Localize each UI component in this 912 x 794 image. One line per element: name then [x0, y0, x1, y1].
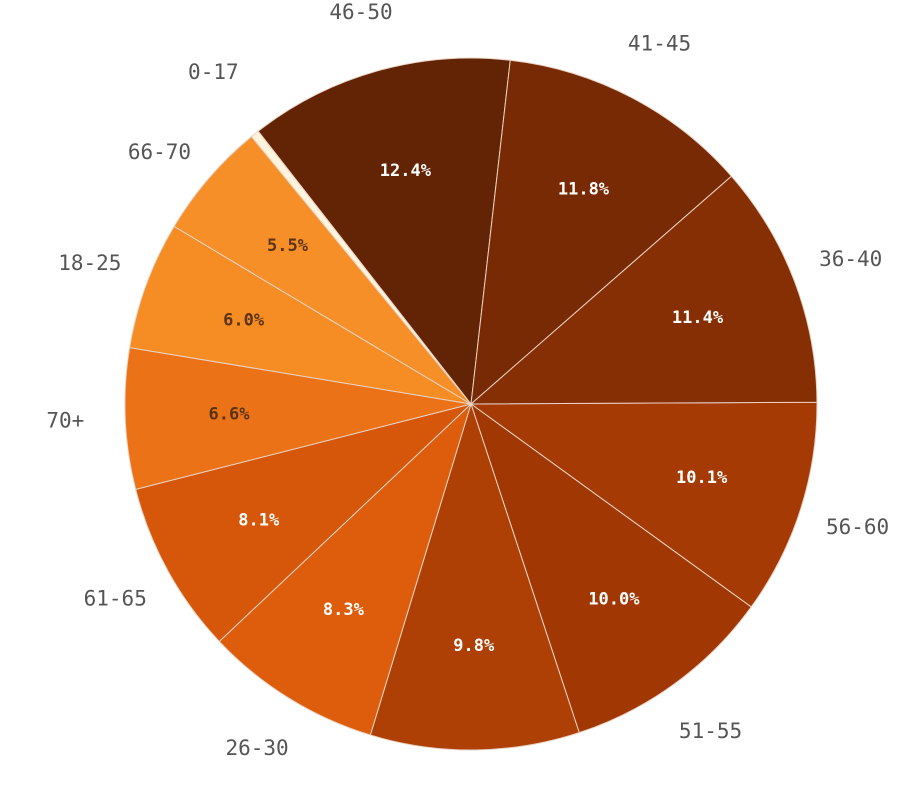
slice-percent-label: 11.4%	[672, 308, 724, 328]
slice-category-label: 66-70	[128, 140, 191, 164]
slice-category-label: 41-45	[628, 31, 691, 55]
pie-slice-51-55	[470, 402, 752, 734]
slice-percent-label: 8.1%	[238, 511, 280, 531]
slice-category-label: 61-65	[84, 587, 147, 611]
slice-percent-label: 12.4%	[380, 161, 432, 181]
slice-percent-label: 9.8%	[453, 636, 495, 656]
slice-percent-label: 10.0%	[588, 590, 640, 610]
slice-percent-label: 10.1%	[676, 468, 728, 488]
slice-percent-label: 6.0%	[223, 311, 265, 331]
pie-slice-26-30	[218, 402, 473, 736]
pie-slice-36-40	[469, 175, 818, 405]
slice-percent-label: 5.5%	[267, 236, 309, 256]
slice-category-label: 36-40	[819, 247, 882, 271]
slice-percent-label: 11.8%	[558, 179, 610, 199]
slice-percent-label: 8.3%	[323, 600, 365, 620]
percent-labels-layer: 10.1% 10.0% 9.8% 8.3% 8.1% 6.6% 6.0% 5.5% 12.4% 1…	[209, 161, 728, 656]
slice-category-label: 26-30	[225, 736, 288, 760]
pie-slice-61-65	[135, 403, 473, 643]
pie-slice-56-60	[469, 401, 818, 608]
slice-percent-label: 6.6%	[209, 404, 251, 424]
slice-category-label: 0-17	[188, 60, 239, 84]
pie-slice-18-25	[129, 225, 472, 405]
pie-slice-31-35	[369, 402, 580, 751]
pie-slice-46-50	[257, 57, 511, 406]
category-labels-layer: 56-6051-5531-3526-3061-6570+18-2566-700-…	[46, 0, 889, 760]
pie-slice-70plus	[124, 347, 472, 490]
pie-slice-41-45	[470, 59, 733, 406]
slice-category-label: 51-55	[679, 719, 742, 743]
slice-category-label: 18-25	[58, 251, 121, 275]
slice-category-label: 70+	[46, 408, 84, 432]
slice-category-label: 56-60	[826, 515, 889, 539]
slice-category-label: 46-50	[329, 0, 392, 24]
slices-layer	[124, 57, 818, 751]
